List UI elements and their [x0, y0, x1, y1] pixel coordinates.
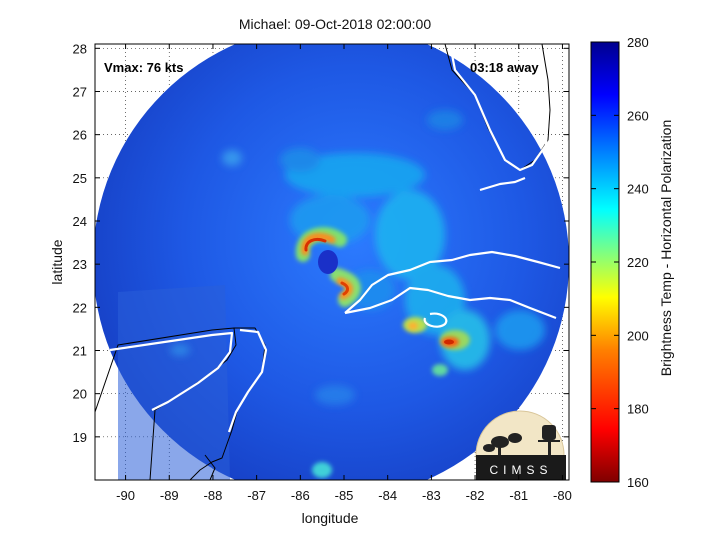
y-tick-label: 21 — [73, 343, 87, 358]
x-tick-label: -82 — [466, 488, 485, 503]
colorbar-label: Brightness Temp - Horizontal Polarizatio… — [658, 120, 674, 377]
x-tick-label: -90 — [116, 488, 135, 503]
y-tick-label: 19 — [73, 430, 87, 445]
colorbar-tick-label: 260 — [627, 108, 649, 123]
colorbar-tick-label: 160 — [627, 475, 649, 490]
x-tick-label: -87 — [247, 488, 266, 503]
x-tick-label: -83 — [422, 488, 441, 503]
cimss-logo: CIMSS — [475, 410, 566, 480]
x-axis-ticks: -90 -89 -88 -87 -86 -85 -84 -83 -82 -81 -80 — [116, 44, 572, 503]
coastlines — [95, 44, 561, 480]
y-tick-label: 26 — [73, 128, 87, 143]
y-axis-label: latitude — [49, 239, 65, 284]
y-tick-label: 25 — [73, 171, 87, 186]
plot-area: CIMSS Vmax: 76 kts 03:18 away — [94, 43, 570, 481]
y-tick-label: 23 — [73, 257, 87, 272]
y-tick-label: 27 — [73, 84, 87, 99]
colorbar-tick-label: 280 — [627, 35, 649, 50]
y-tick-label: 22 — [73, 300, 87, 315]
x-tick-label: -88 — [204, 488, 223, 503]
y-tick-label: 24 — [73, 214, 87, 229]
time-away-label: 03:18 away — [470, 60, 539, 75]
colorbar-ticks: 160 180 200 220 240 260 280 — [591, 35, 649, 490]
colorbar: 160 180 200 220 240 260 280 Brightness Temp - … — [590, 35, 674, 490]
vmax-label: Vmax: 76 kts — [104, 60, 184, 75]
x-axis-label: longitude — [302, 510, 359, 526]
x-tick-label: -84 — [378, 488, 397, 503]
x-tick-label: -86 — [291, 488, 310, 503]
y-axis-ticks: 19 20 21 22 23 24 25 26 27 28 — [73, 41, 569, 445]
x-tick-label: -81 — [509, 488, 528, 503]
y-tick-label: 20 — [73, 387, 87, 402]
x-tick-label: -85 — [335, 488, 354, 503]
x-tick-label: -80 — [553, 488, 572, 503]
plot-border — [94, 43, 570, 481]
colorbar-tick-label: 240 — [627, 182, 649, 197]
x-tick-label: -89 — [160, 488, 179, 503]
cimss-logo-text: CIMSS — [489, 463, 552, 477]
colorbar-tick-label: 200 — [627, 328, 649, 343]
colorbar-tick-label: 220 — [627, 255, 649, 270]
colorbar-tick-label: 180 — [627, 402, 649, 417]
plot-title: Michael: 09-Oct-2018 02:00:00 — [239, 16, 431, 32]
y-tick-label: 28 — [73, 41, 87, 56]
